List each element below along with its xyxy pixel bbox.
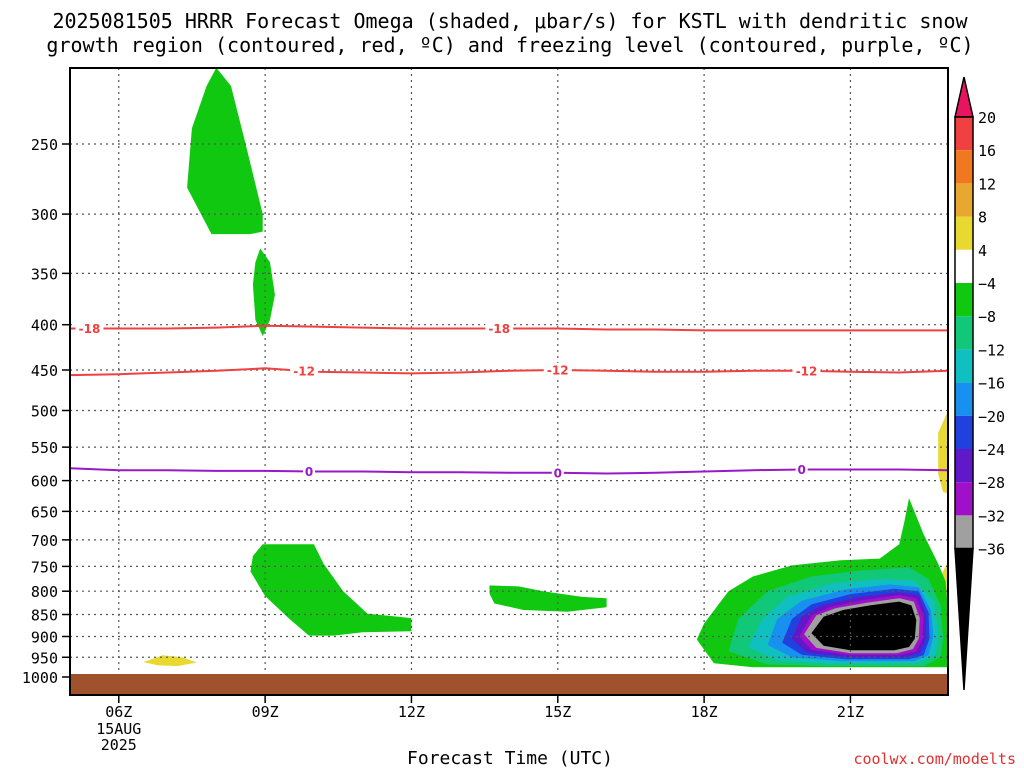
y-tick-label-400: 400 (31, 317, 58, 335)
contour-lines: -18 -18 -12 -12 -12 0 0 0 (69, 321, 949, 480)
dgz_-12-label-bg-1 (543, 362, 572, 377)
x-tick-label-21Z: 21Z (837, 703, 864, 721)
y-tick-label-900: 900 (31, 628, 58, 646)
x-tick-label-09Z: 09Z (252, 703, 279, 721)
dgz_-12-label-0: -12 (293, 365, 315, 379)
ground-surface (70, 674, 948, 695)
y-tick-label-800: 800 (31, 583, 58, 601)
dgz_-12-label-bg-2 (792, 363, 821, 378)
freezing_level-label-bg-1 (551, 465, 564, 480)
dgz_-18-label-1: -18 (488, 322, 510, 336)
colorbar-label-8: −16 (978, 375, 1005, 393)
y-tick-label-500: 500 (31, 403, 58, 421)
x-tick-label-18Z: 18Z (691, 703, 718, 721)
freezing_level-label-1: 0 (554, 466, 562, 480)
colorbar-segment-2 (955, 150, 973, 184)
omega_-36 (811, 601, 917, 651)
colorbar-label-12: −32 (978, 507, 1005, 525)
colorbar-top-arrow (954, 76, 974, 118)
y-tick-label-750: 750 (31, 558, 58, 576)
colorbar-label-1: 16 (978, 142, 996, 160)
colorbar-label-7: −12 (978, 341, 1005, 359)
y-tick-label-250: 250 (31, 136, 58, 154)
x-tick-label-12Z: 12Z (398, 703, 425, 721)
y-tick-label-850: 850 (31, 607, 58, 625)
omega_-4_mid (252, 248, 275, 337)
y-tick-label-350: 350 (31, 265, 58, 283)
dgz_-18-label-bg-1 (485, 321, 514, 336)
colorbar-label-3: 8 (978, 209, 987, 227)
colorbar-bottom-arrow (954, 547, 974, 691)
dgz_-12-label-bg-0 (290, 364, 319, 379)
colorbar-segment-11 (955, 449, 973, 483)
colorbar: 20 16 12 8 4 −4 −8 −12 −16 −20 −24 −28 −32 −36 (954, 76, 1005, 691)
dgz_-12-label-1: -12 (547, 363, 569, 377)
omega_4_edge (938, 410, 948, 494)
colorbar-segment-12 (955, 482, 973, 516)
colorbar-segment-7 (955, 316, 973, 350)
colorbar-label-9: −20 (978, 408, 1005, 426)
y-tick-label-1000: 1000 (22, 669, 58, 687)
y-tick-label-700: 700 (31, 532, 58, 550)
colorbar-label-6: −8 (978, 308, 996, 326)
freezing_level-label-2: 0 (797, 463, 805, 477)
colorbar-label-13: −36 (978, 541, 1005, 559)
omega_-4_low2 (489, 585, 607, 612)
y-tick-label-950: 950 (31, 649, 58, 667)
y-tick-label-450: 450 (31, 362, 58, 380)
colorbar-label-11: −28 (978, 474, 1005, 492)
colorbar-segment-6 (955, 283, 973, 317)
colorbar-label-0: 20 (978, 109, 996, 127)
credit-link[interactable]: coolwx.com/modelts (853, 750, 1016, 768)
y-axis-ticks: 250 300 350 400 450 500 550 600 650 700 750 800 850 9… (22, 136, 70, 687)
plot-area: -18 -18 -12 -12 -12 0 0 0 (69, 67, 949, 696)
omega_4_surface (143, 655, 197, 667)
y-tick-label-650: 650 (31, 503, 58, 521)
x-tick-sublabel-0: 15AUG (96, 720, 141, 738)
x-tick-sublabel-1: 2025 (101, 736, 137, 754)
dgz_-12-label-2: -12 (796, 364, 818, 378)
colorbar-label-4: 4 (978, 242, 987, 260)
dgz_-18-label-bg-0 (75, 321, 104, 336)
colorbar-label-2: 12 (978, 175, 996, 193)
y-tick-label-600: 600 (31, 473, 58, 491)
omega_-4_upper (187, 68, 263, 235)
y-tick-label-300: 300 (31, 206, 58, 224)
freezing_level-label-bg-0 (303, 464, 316, 479)
x-tick-label-06Z: 06Z (105, 703, 132, 721)
freezing_level-label-0: 0 (305, 465, 313, 479)
colorbar-segment-13 (955, 515, 973, 549)
omega-shaded-regions (143, 68, 948, 668)
colorbar-segment-8 (955, 349, 973, 383)
chart-title-line-1: 2025081505 HRRR Forecast Omega (shaded, … (52, 9, 968, 33)
x-tick-label-15Z: 15Z (544, 703, 571, 721)
plot-frame (69, 67, 949, 696)
colorbar-segment-1 (955, 117, 973, 151)
y-tick-label-550: 550 (31, 439, 58, 457)
colorbar-segment-10 (955, 415, 973, 449)
freezing_level-label-bg-2 (795, 462, 808, 477)
dgz_-18-label-0: -18 (79, 322, 101, 336)
chart-title-line-2: growth region (contoured, red, ºC) and f… (46, 33, 973, 57)
colorbar-label-10: −24 (978, 441, 1005, 459)
x-axis-label: Forecast Time (UTC) (407, 748, 613, 768)
colorbar-segment-4 (955, 216, 973, 250)
colorbar-segment-3 (955, 183, 973, 217)
colorbar-label-5: −4 (978, 275, 996, 293)
omega_-4_low1 (250, 544, 412, 636)
colorbar-segment-5 (955, 249, 973, 283)
colorbar-segment-9 (955, 382, 973, 416)
